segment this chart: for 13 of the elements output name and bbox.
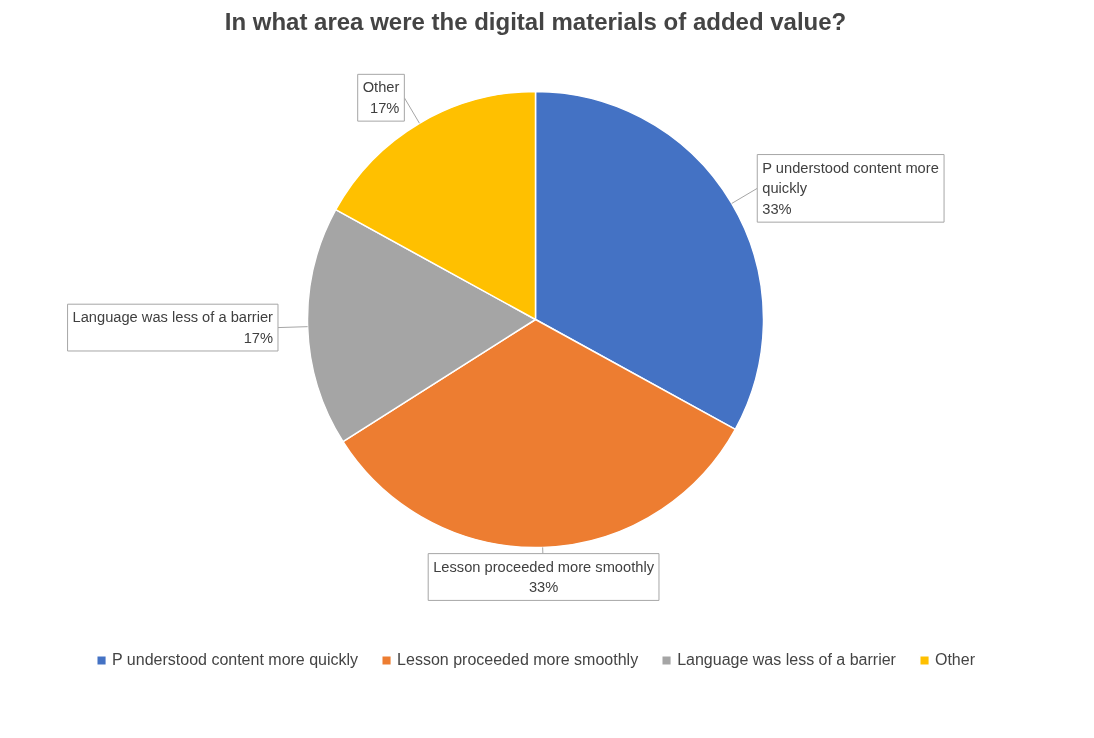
legend-label: P understood content more quickly [112, 651, 359, 669]
legend-label: Other [934, 651, 975, 669]
data-label: 33% [762, 201, 792, 218]
legend-label: Lesson proceeded more smoothly [397, 651, 639, 669]
data-label: 33% [528, 579, 559, 596]
data-label: 17% [370, 100, 400, 117]
slice-label: Lesson proceeded more smoothly [433, 558, 655, 575]
slice-label: Other [362, 79, 400, 96]
slice-label: P understood content more quickly [762, 159, 939, 197]
data-label: 17% [243, 329, 273, 346]
chart-title: In what area were the digital materials of added value? [224, 7, 847, 35]
slice-label: Language was less of a barrier [72, 309, 274, 326]
legend-label: Language was less of a barrier [677, 651, 896, 669]
